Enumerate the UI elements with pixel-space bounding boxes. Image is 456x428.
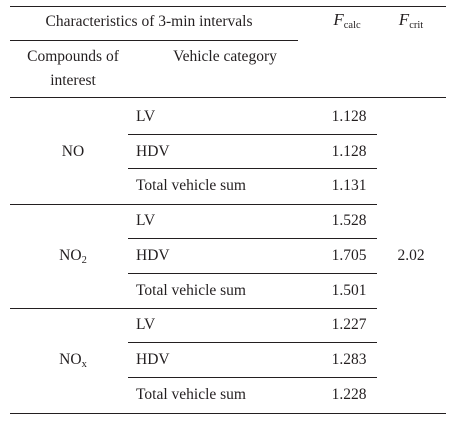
compound-name: NO (61, 143, 85, 160)
header-vehicle-category: Vehicle category (173, 48, 277, 65)
compound-label-nox: NOx (59, 351, 87, 370)
header-fcalc-sub: calc (343, 20, 361, 31)
vehicle-category-cell: LV (136, 108, 156, 125)
compound-name: NO (59, 351, 82, 368)
header-fcalc: Fcalc (333, 10, 361, 31)
fcalc-cell: 1.227 (331, 316, 367, 333)
vehicle-category-cell: Total vehicle sum (136, 282, 246, 299)
compound-subscript: x (81, 359, 87, 370)
row-rule (128, 342, 377, 343)
fcrit-value: 2.02 (397, 247, 425, 264)
vehicle-category-cell: LV (136, 212, 156, 229)
group-rule (10, 308, 377, 309)
vehicle-category-cell: LV (136, 316, 156, 333)
header-group-label: Characteristics of 3-min intervals (45, 13, 253, 30)
header-bottom-rule (10, 97, 446, 98)
fcalc-cell: 1.131 (331, 177, 367, 194)
header-compounds-line2: interest (50, 72, 96, 89)
vehicle-category-cell: HDV (136, 247, 170, 264)
fcalc-cell: 1.128 (331, 108, 367, 125)
fcalc-cell: 1.528 (331, 212, 367, 229)
row-rule (128, 273, 377, 274)
compound-name: NO (59, 247, 82, 264)
header-sub-rule (10, 40, 298, 41)
fcalc-cell: 1.705 (331, 247, 367, 264)
header-fcrit: Fcrit (398, 10, 424, 31)
vehicle-category-cell: Total vehicle sum (136, 386, 246, 403)
header-fcalc-var: F (333, 10, 344, 29)
fcalc-cell: 1.283 (331, 351, 367, 368)
row-rule (128, 134, 377, 135)
table-top-rule (10, 6, 446, 7)
compound-label-no: NO (62, 143, 84, 161)
row-rule (128, 377, 377, 378)
vehicle-category-cell: HDV (136, 351, 170, 368)
row-rule (128, 238, 377, 239)
row-rule (128, 168, 377, 169)
header-compounds-line1: Compounds of (27, 48, 119, 65)
fcalc-cell: 1.501 (331, 282, 367, 299)
fcalc-cell: 1.128 (331, 143, 367, 160)
group-rule (10, 204, 377, 205)
table-bottom-rule (10, 413, 446, 414)
vehicle-category-cell: HDV (136, 143, 170, 160)
compound-label-no2: NO2 (59, 247, 87, 266)
header-fcrit-var: F (398, 10, 410, 29)
fcalc-cell: 1.228 (331, 386, 367, 403)
header-fcrit-sub: crit (409, 20, 424, 31)
vehicle-category-cell: Total vehicle sum (136, 177, 246, 194)
compound-subscript: 2 (81, 255, 87, 266)
